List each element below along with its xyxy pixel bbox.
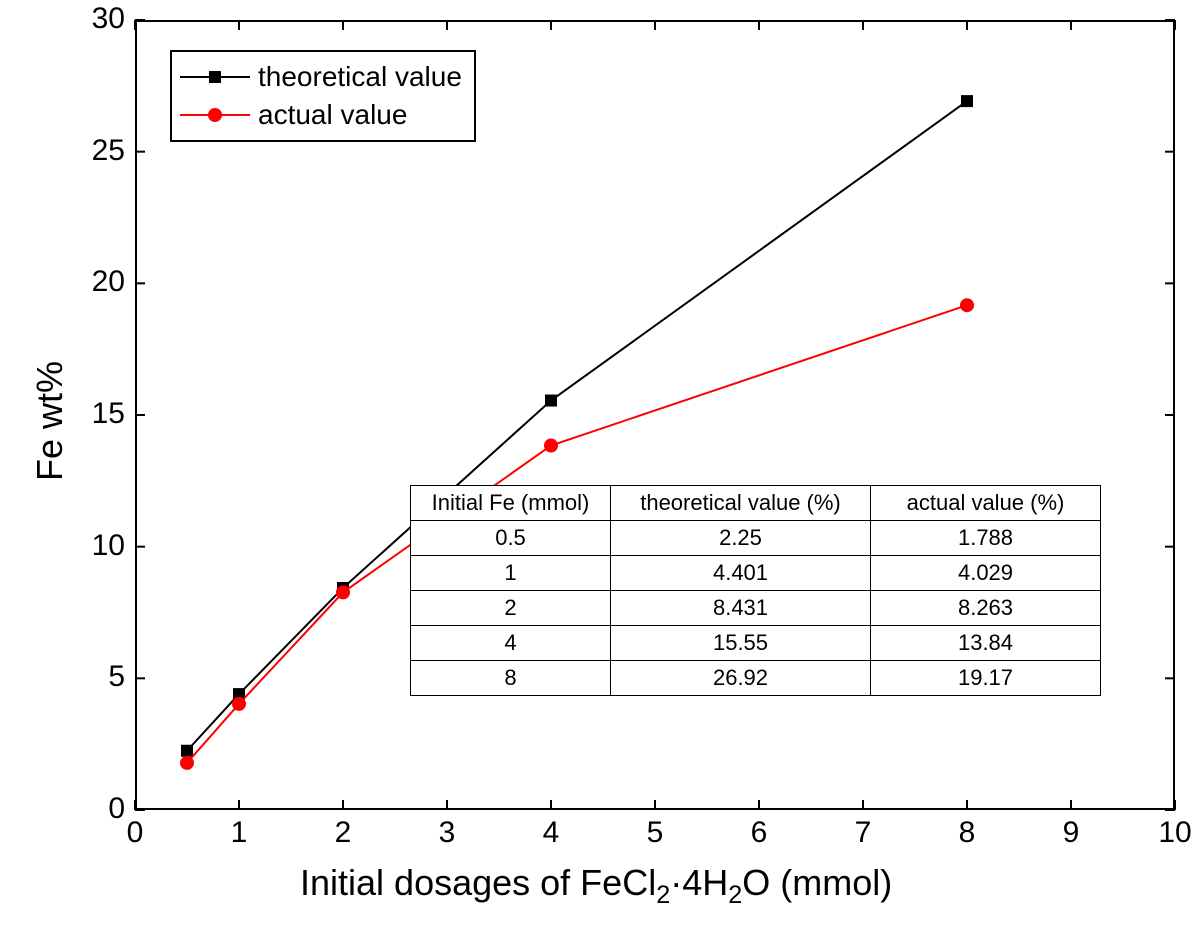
series-marker-circle bbox=[232, 697, 246, 711]
y-tick-label: 25 bbox=[65, 134, 125, 168]
table-cell: 4.029 bbox=[871, 556, 1101, 591]
table-col-theoretical: theoretical value (%) bbox=[611, 486, 871, 521]
legend: theoretical value actual value bbox=[170, 50, 476, 142]
table-col-actual: actual value (%) bbox=[871, 486, 1101, 521]
table-cell: 4.401 bbox=[611, 556, 871, 591]
series-marker-circle bbox=[544, 439, 558, 453]
legend-label-actual: actual value bbox=[258, 99, 407, 131]
legend-label-theoretical: theoretical value bbox=[258, 61, 462, 93]
legend-swatch-theoretical bbox=[180, 62, 250, 92]
x-tick-label: 5 bbox=[625, 816, 685, 850]
table-cell: 13.84 bbox=[871, 626, 1101, 661]
table-cell: 8.431 bbox=[611, 591, 871, 626]
table-row: 0.52.251.788 bbox=[411, 521, 1101, 556]
x-tick-label: 9 bbox=[1041, 816, 1101, 850]
x-tick-label: 8 bbox=[937, 816, 997, 850]
table-cell: 8 bbox=[411, 661, 611, 696]
table-cell: 2.25 bbox=[611, 521, 871, 556]
table-row: 826.9219.17 bbox=[411, 661, 1101, 696]
table-cell: 4 bbox=[411, 626, 611, 661]
x-tick-label: 1 bbox=[209, 816, 269, 850]
y-tick-label: 20 bbox=[65, 265, 125, 299]
legend-marker-actual bbox=[208, 108, 222, 122]
x-tick-label: 6 bbox=[729, 816, 789, 850]
y-tick-label: 0 bbox=[65, 792, 125, 826]
x-tick-label: 4 bbox=[521, 816, 581, 850]
series-marker-square bbox=[181, 745, 193, 757]
table-cell: 2 bbox=[411, 591, 611, 626]
series-marker-square bbox=[545, 395, 557, 407]
series-marker-circle bbox=[336, 585, 350, 599]
legend-item-actual: actual value bbox=[180, 96, 462, 134]
x-tick-label: 7 bbox=[833, 816, 893, 850]
y-tick-label: 5 bbox=[65, 660, 125, 694]
y-tick-label: 30 bbox=[65, 2, 125, 36]
table-body: 0.52.251.78814.4014.02928.4318.263415.55… bbox=[411, 521, 1101, 696]
table-cell: 0.5 bbox=[411, 521, 611, 556]
table-cell: 19.17 bbox=[871, 661, 1101, 696]
y-tick-label: 15 bbox=[65, 397, 125, 431]
series-marker-circle bbox=[180, 756, 194, 770]
table-row: 14.4014.029 bbox=[411, 556, 1101, 591]
legend-marker-theoretical bbox=[209, 71, 221, 83]
table-col-initial-fe: Initial Fe (mmol) bbox=[411, 486, 611, 521]
table-row: 28.4318.263 bbox=[411, 591, 1101, 626]
y-tick-label: 10 bbox=[65, 529, 125, 563]
table-cell: 15.55 bbox=[611, 626, 871, 661]
x-tick-label: 10 bbox=[1145, 816, 1200, 850]
legend-item-theoretical: theoretical value bbox=[180, 58, 462, 96]
table-cell: 26.92 bbox=[611, 661, 871, 696]
table-cell: 8.263 bbox=[871, 591, 1101, 626]
legend-swatch-actual bbox=[180, 100, 250, 130]
table-cell: 1 bbox=[411, 556, 611, 591]
table-row: 415.5513.84 bbox=[411, 626, 1101, 661]
data-table: Initial Fe (mmol) theoretical value (%) … bbox=[410, 485, 1101, 696]
x-tick-label: 2 bbox=[313, 816, 373, 850]
series-marker-square bbox=[961, 95, 973, 107]
x-tick-label: 3 bbox=[417, 816, 477, 850]
line-chart: Fe wt% Initial dosages of FeCl2·4H2O (mm… bbox=[0, 0, 1200, 932]
series-marker-circle bbox=[960, 298, 974, 312]
table-header-row: Initial Fe (mmol) theoretical value (%) … bbox=[411, 486, 1101, 521]
table-cell: 1.788 bbox=[871, 521, 1101, 556]
